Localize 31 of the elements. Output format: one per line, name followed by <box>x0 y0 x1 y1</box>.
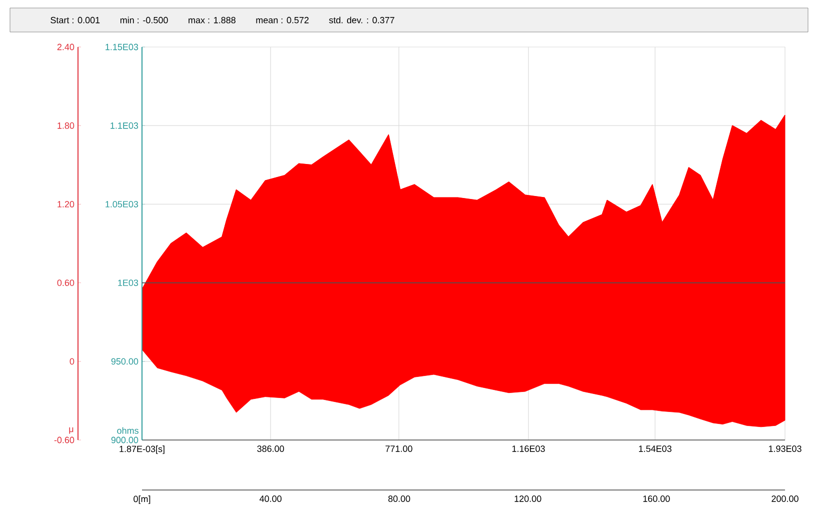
y2-tick-label: 1E03 <box>118 280 138 286</box>
y-axis-title: μ <box>69 427 74 434</box>
text: Start : 0.001 <box>50 16 100 24</box>
y-tick-label: -0.60 <box>54 436 74 444</box>
x-tick-label: 1.87E-03[s] <box>120 446 164 454</box>
y2-tick-label: 1.1E03 <box>110 122 138 129</box>
text: max : 1.888 <box>188 16 236 24</box>
text: min : -0.500 <box>120 16 168 24</box>
y2-tick-label: 1.05E03 <box>106 201 138 208</box>
x-tick-label: 386.00 <box>257 446 284 452</box>
y2-tick-label: 950.00 <box>111 358 138 365</box>
y2-axis-title: ohms <box>117 427 138 434</box>
y-tick-label: 2.40 <box>57 44 74 50</box>
x2-tick-label: 200.00 <box>772 496 798 502</box>
y-tick-label: 0.60 <box>57 280 74 286</box>
y-tick-label: 1.80 <box>58 122 74 129</box>
y-tick-label: 0 <box>70 358 74 365</box>
x-tick-label: 1.93E03 <box>768 446 802 452</box>
x-tick-label: 1.16E03 <box>512 446 545 452</box>
x2-tick-label: 160.00 <box>643 496 670 502</box>
y-tick-label: 1.20 <box>58 201 74 208</box>
x2-tick-label: 40.00 <box>260 496 282 502</box>
x-tick-label: 771.00 <box>386 446 412 452</box>
y2-tick-label: 1.15E03 <box>106 44 138 50</box>
text: mean : 0.572 <box>256 16 309 24</box>
x-tick-label: 1.54E03 <box>638 446 672 452</box>
y2-tick-label: 900.00 <box>111 436 138 444</box>
text: std. dev. : 0.377 <box>329 16 394 24</box>
x2-tick-label: 0[m] <box>134 496 150 504</box>
x2-tick-label: 120.00 <box>514 496 542 502</box>
x2-tick-label: 80.00 <box>388 496 410 502</box>
